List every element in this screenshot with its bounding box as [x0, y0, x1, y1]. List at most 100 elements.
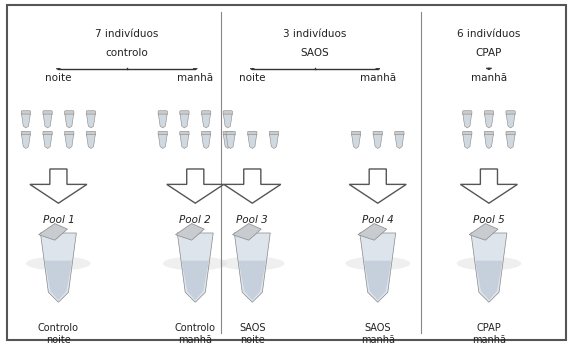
Text: 6 indivíduos: 6 indivíduos	[457, 29, 521, 39]
Polygon shape	[65, 114, 74, 128]
FancyBboxPatch shape	[506, 131, 515, 135]
Polygon shape	[463, 134, 472, 148]
Text: 7 indivíduos: 7 indivíduos	[95, 29, 159, 39]
FancyBboxPatch shape	[223, 111, 233, 115]
Text: SAOS
manhã: SAOS manhã	[361, 323, 395, 345]
Text: Controlo
manhã: Controlo manhã	[175, 323, 216, 345]
Text: Pool 2: Pool 2	[179, 215, 211, 225]
Text: SAOS
noite: SAOS noite	[239, 323, 265, 345]
Polygon shape	[238, 261, 266, 300]
Text: noite: noite	[239, 73, 265, 83]
FancyBboxPatch shape	[21, 111, 30, 115]
Text: SAOS: SAOS	[301, 48, 329, 58]
Polygon shape	[87, 114, 95, 128]
FancyBboxPatch shape	[351, 131, 361, 135]
Text: manhã: manhã	[360, 73, 396, 83]
Polygon shape	[360, 233, 396, 302]
FancyBboxPatch shape	[158, 131, 167, 135]
Text: manhã: manhã	[177, 73, 213, 83]
Text: manhã: manhã	[471, 73, 507, 83]
Polygon shape	[469, 224, 498, 240]
FancyBboxPatch shape	[462, 131, 472, 135]
Polygon shape	[461, 169, 517, 203]
FancyBboxPatch shape	[226, 131, 236, 135]
Text: controlo: controlo	[105, 48, 148, 58]
Polygon shape	[87, 134, 95, 148]
Polygon shape	[233, 224, 261, 240]
FancyBboxPatch shape	[484, 131, 493, 135]
Polygon shape	[471, 233, 507, 302]
Polygon shape	[349, 169, 406, 203]
FancyBboxPatch shape	[202, 111, 211, 115]
Polygon shape	[395, 134, 404, 148]
Polygon shape	[177, 233, 213, 302]
Polygon shape	[182, 261, 209, 300]
FancyBboxPatch shape	[248, 131, 257, 135]
Polygon shape	[180, 134, 189, 148]
Text: Pool 5: Pool 5	[473, 215, 505, 225]
FancyBboxPatch shape	[484, 111, 493, 115]
Polygon shape	[226, 134, 235, 148]
Polygon shape	[475, 261, 503, 300]
FancyBboxPatch shape	[506, 111, 515, 115]
FancyBboxPatch shape	[269, 131, 278, 135]
Polygon shape	[41, 233, 76, 302]
Polygon shape	[248, 134, 257, 148]
Polygon shape	[43, 134, 52, 148]
FancyBboxPatch shape	[373, 131, 382, 135]
Text: CPAP
manhã: CPAP manhã	[472, 323, 506, 345]
Text: Pool 3: Pool 3	[237, 215, 268, 225]
Polygon shape	[463, 114, 472, 128]
Polygon shape	[223, 114, 232, 128]
FancyBboxPatch shape	[180, 111, 189, 115]
FancyBboxPatch shape	[43, 111, 52, 115]
Text: Controlo
noite: Controlo noite	[38, 323, 79, 345]
FancyBboxPatch shape	[21, 131, 30, 135]
FancyBboxPatch shape	[87, 131, 96, 135]
Polygon shape	[234, 233, 270, 302]
Text: 3 indivíduos: 3 indivíduos	[283, 29, 347, 39]
Text: Pool 1: Pool 1	[42, 215, 74, 225]
FancyBboxPatch shape	[65, 131, 74, 135]
Polygon shape	[22, 114, 30, 128]
Polygon shape	[22, 134, 30, 148]
Polygon shape	[30, 169, 87, 203]
Text: Pool 4: Pool 4	[362, 215, 394, 225]
FancyBboxPatch shape	[223, 131, 233, 135]
FancyBboxPatch shape	[87, 111, 96, 115]
Polygon shape	[158, 134, 167, 148]
Polygon shape	[358, 224, 387, 240]
Polygon shape	[180, 114, 189, 128]
Text: CPAP: CPAP	[476, 48, 502, 58]
Polygon shape	[269, 134, 278, 148]
Polygon shape	[485, 114, 493, 128]
Polygon shape	[506, 114, 515, 128]
Polygon shape	[158, 114, 167, 128]
FancyBboxPatch shape	[43, 131, 52, 135]
Polygon shape	[202, 134, 210, 148]
Polygon shape	[65, 134, 74, 148]
Polygon shape	[38, 224, 68, 240]
Ellipse shape	[26, 257, 91, 270]
Polygon shape	[223, 134, 232, 148]
Text: noite: noite	[45, 73, 72, 83]
FancyBboxPatch shape	[180, 131, 189, 135]
Polygon shape	[202, 114, 210, 128]
Polygon shape	[374, 134, 382, 148]
Ellipse shape	[163, 257, 227, 270]
FancyBboxPatch shape	[158, 111, 167, 115]
Ellipse shape	[457, 257, 521, 270]
Polygon shape	[45, 261, 72, 300]
FancyBboxPatch shape	[65, 111, 74, 115]
Polygon shape	[485, 134, 493, 148]
Polygon shape	[167, 169, 224, 203]
FancyBboxPatch shape	[202, 131, 211, 135]
Ellipse shape	[346, 257, 410, 270]
FancyBboxPatch shape	[462, 111, 472, 115]
Polygon shape	[352, 134, 360, 148]
Polygon shape	[506, 134, 515, 148]
Polygon shape	[175, 224, 204, 240]
Ellipse shape	[220, 257, 285, 270]
FancyBboxPatch shape	[395, 131, 404, 135]
Polygon shape	[224, 169, 281, 203]
